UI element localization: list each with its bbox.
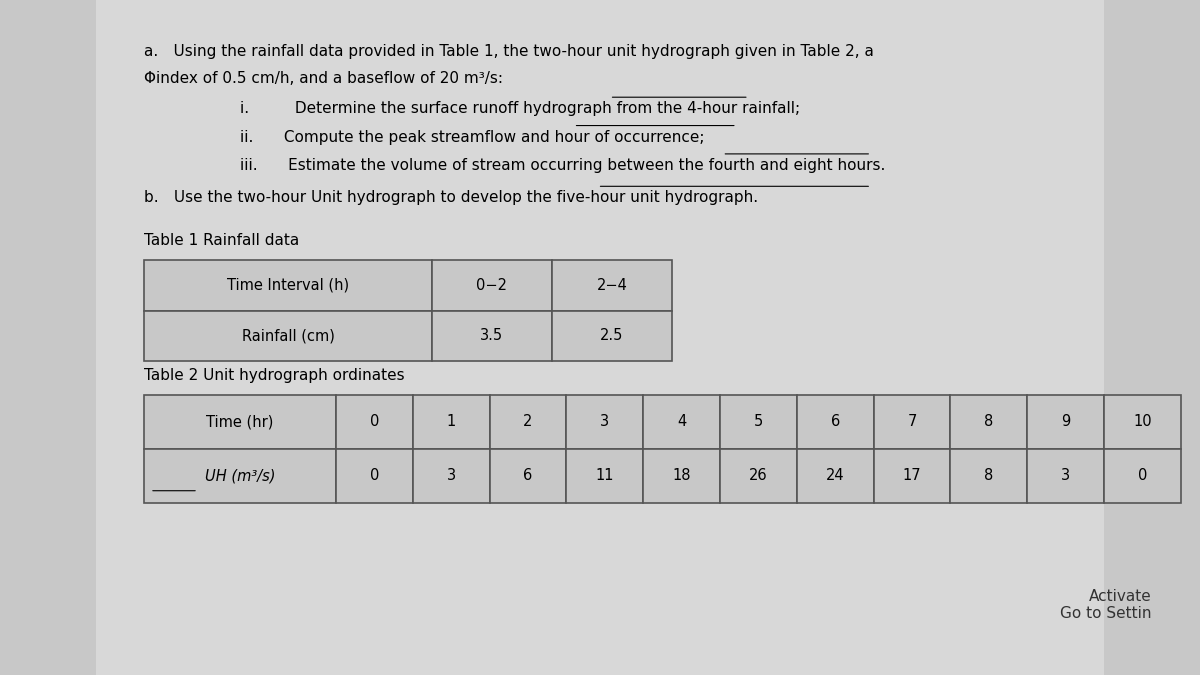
Bar	[874, 395, 950, 449]
Text: 7: 7	[907, 414, 917, 429]
Bar	[144, 395, 336, 449]
Bar	[552, 260, 672, 310]
Bar	[797, 395, 874, 449]
Text: 1: 1	[446, 414, 456, 429]
Text: iii.  Estimate the volume of stream occurring between the fourth and eight hours: iii. Estimate the volume of stream occur…	[240, 158, 886, 173]
Text: 9: 9	[1061, 414, 1070, 429]
Text: 0−2: 0−2	[476, 277, 508, 293]
Bar	[144, 310, 432, 361]
Text: 17: 17	[902, 468, 922, 483]
Bar	[566, 395, 643, 449]
Bar	[1027, 395, 1104, 449]
Text: 2.5: 2.5	[600, 328, 624, 344]
Text: 2−4: 2−4	[596, 277, 628, 293]
Bar	[413, 449, 490, 503]
Text: Table 1 Rainfall data: Table 1 Rainfall data	[144, 233, 299, 248]
Bar	[874, 449, 950, 503]
Bar	[413, 395, 490, 449]
Text: Time Interval (h): Time Interval (h)	[227, 277, 349, 293]
Text: 11: 11	[595, 468, 614, 483]
Bar	[336, 395, 413, 449]
Bar	[490, 449, 566, 503]
Bar	[643, 449, 720, 503]
Text: UH (m³/s): UH (m³/s)	[205, 468, 275, 483]
Text: 5: 5	[754, 414, 763, 429]
Text: 6: 6	[830, 414, 840, 429]
Bar	[432, 260, 552, 310]
Text: Table 2 Unit hydrograph ordinates: Table 2 Unit hydrograph ordinates	[144, 368, 404, 383]
Bar	[797, 449, 874, 503]
Bar	[566, 449, 643, 503]
Text: 26: 26	[749, 468, 768, 483]
Text: 3: 3	[1061, 468, 1070, 483]
Text: 6: 6	[523, 468, 533, 483]
Text: Time (hr): Time (hr)	[206, 414, 274, 429]
Bar	[1104, 395, 1181, 449]
Text: 18: 18	[672, 468, 691, 483]
Bar	[720, 449, 797, 503]
FancyBboxPatch shape	[96, 0, 1104, 675]
Text: Φindex of 0.5 cm/h, and a baseflow of 20 m³/s:: Φindex of 0.5 cm/h, and a baseflow of 20…	[144, 71, 503, 86]
Bar	[552, 310, 672, 361]
Text: a. Using the rainfall data provided in Table 1, the two-hour unit hydrograph giv: a. Using the rainfall data provided in T…	[144, 44, 874, 59]
Text: 3: 3	[600, 414, 610, 429]
Bar	[643, 395, 720, 449]
Bar	[432, 310, 552, 361]
Text: 0: 0	[370, 468, 379, 483]
Text: 4: 4	[677, 414, 686, 429]
Bar	[1104, 449, 1181, 503]
Bar	[336, 449, 413, 503]
Text: 8: 8	[984, 414, 994, 429]
Bar	[144, 449, 336, 503]
Bar	[490, 395, 566, 449]
Text: 3.5: 3.5	[480, 328, 504, 344]
Text: 0: 0	[370, 414, 379, 429]
Text: 2: 2	[523, 414, 533, 429]
Text: ii.  Compute the peak streamflow and hour of occurrence;: ii. Compute the peak streamflow and hour…	[240, 130, 704, 144]
Bar	[720, 395, 797, 449]
Text: b. Use the two-hour Unit hydrograph to develop the five-hour unit hydrograph.: b. Use the two-hour Unit hydrograph to d…	[144, 190, 758, 205]
Text: 8: 8	[984, 468, 994, 483]
Bar	[950, 395, 1027, 449]
Text: Activate
Go to Settin: Activate Go to Settin	[1061, 589, 1152, 621]
Text: 10: 10	[1133, 414, 1152, 429]
Text: i.   Determine the surface runoff hydrograph from the 4-hour rainfall;: i. Determine the surface runoff hydrogra…	[240, 101, 800, 116]
Bar	[144, 260, 432, 310]
Bar	[950, 449, 1027, 503]
Text: 0: 0	[1138, 468, 1147, 483]
Text: 3: 3	[446, 468, 456, 483]
Bar	[1027, 449, 1104, 503]
Text: 24: 24	[826, 468, 845, 483]
Text: Rainfall (cm): Rainfall (cm)	[241, 328, 335, 344]
